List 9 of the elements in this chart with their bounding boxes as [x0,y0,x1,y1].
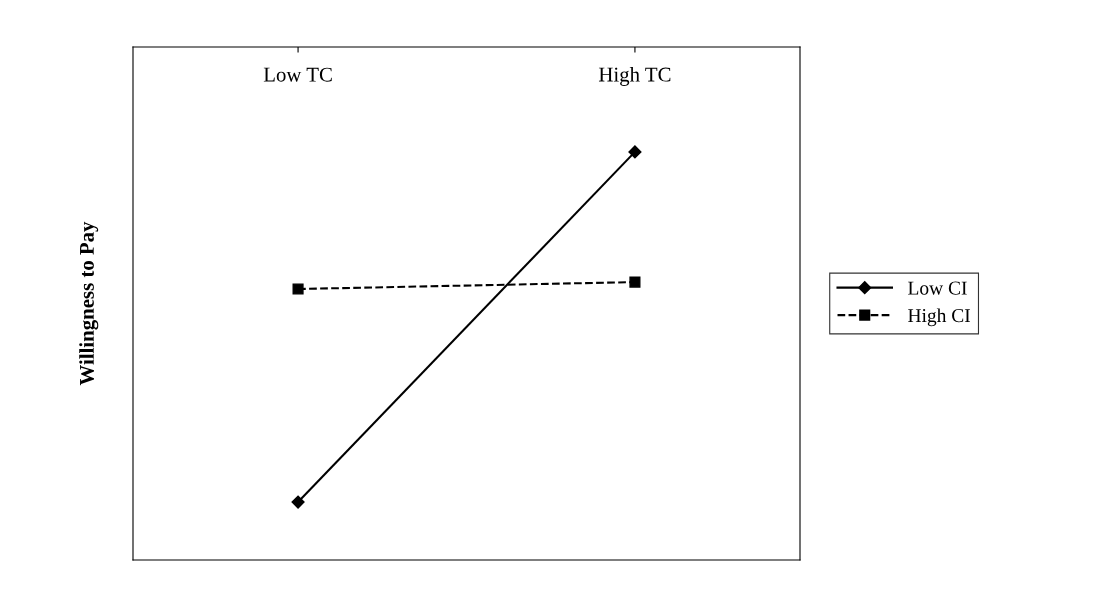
legend-label: High CI [908,308,971,327]
point [629,276,641,288]
x-tick-label: Low TC [263,67,332,82]
legend-label: Low CI [908,281,967,295]
point [628,145,642,159]
y-axis-title: Willingness to Pay [79,221,99,386]
point [291,495,305,509]
x-tick-label: High TC [598,66,671,86]
point [292,283,304,295]
